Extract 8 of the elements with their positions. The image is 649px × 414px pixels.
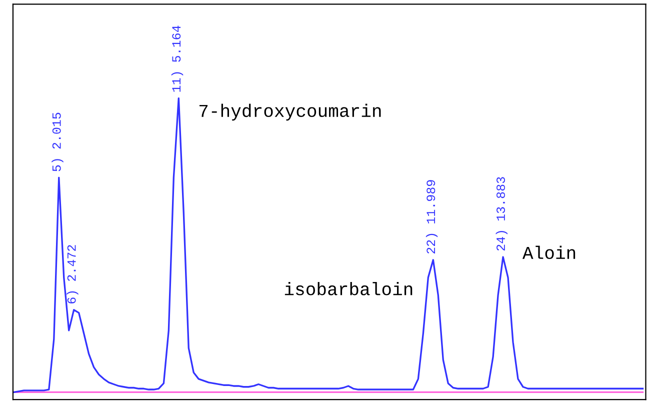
- annotation: 24) 13.883: [496, 177, 508, 251]
- annotation: Aloin: [522, 246, 576, 260]
- annotation: 7-hydroxycoumarin: [199, 104, 381, 121]
- annotation: 22) 11.989: [426, 180, 438, 254]
- text: 11) 5.164: [171, 26, 184, 92]
- annotation: isobarbaloin: [284, 282, 412, 296]
- annotation: 5) 2.015: [52, 112, 64, 172]
- annotation: 6) 2.472: [66, 245, 78, 304]
